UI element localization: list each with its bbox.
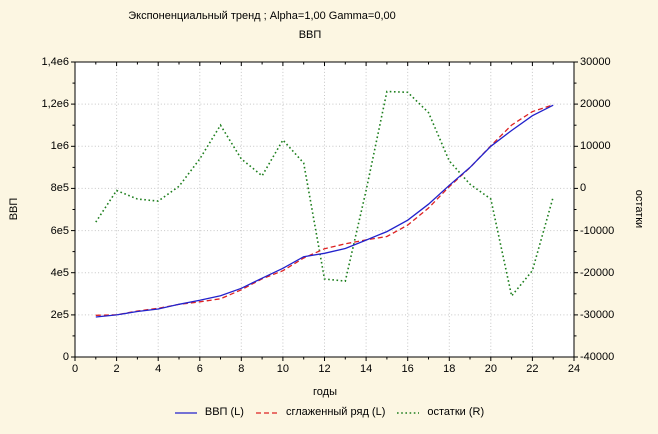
y-left-tick-label: 8e5: [50, 182, 69, 195]
y-axis-right-title: остатки: [633, 189, 645, 229]
y-left-tick-label: 6e5: [50, 224, 69, 237]
x-tick-label: 8: [238, 363, 245, 375]
series-residuals-line: [95, 90, 554, 298]
x-tick-label: 2: [113, 363, 120, 375]
y-right-tick-label: -30000: [580, 308, 615, 321]
y-right-tick-label: -20000: [580, 266, 615, 279]
legend-dotted-line-icon: [397, 411, 420, 414]
legend-label-vvp: ВВП (L): [204, 406, 244, 418]
x-tick-label: 16: [401, 363, 414, 375]
series-vvp-line: [95, 104, 554, 318]
x-tick-label: 14: [359, 363, 373, 375]
y-right-tick-label: 20000: [580, 98, 611, 111]
x-tick-label: 6: [196, 363, 203, 375]
x-tick-label: 4: [155, 363, 162, 375]
x-tick-label: 22: [526, 363, 539, 375]
x-tick-label: 12: [318, 363, 331, 375]
x-tick-label: 20: [484, 363, 497, 375]
x-axis-title: годы: [313, 386, 337, 398]
legend-solid-line-icon: [174, 411, 197, 414]
legend-dashed-line-icon: [255, 411, 278, 414]
y-right-tick-label: 10000: [580, 140, 611, 153]
y-left-tick-label: 0: [62, 351, 69, 363]
legend-label-residuals: остатки (R): [427, 406, 485, 418]
chart-subtitle: ВВП: [298, 29, 322, 41]
y-left-tick-label: 1e6: [50, 140, 69, 153]
legend: ВВП (L) сглаженный ряд (L) остатки (R): [0, 406, 658, 418]
y-right-tick-label: 0: [580, 182, 587, 195]
x-tick-label: 18: [443, 363, 456, 375]
x-tick-label: 24: [567, 363, 581, 375]
legend-item-residuals: остатки (R): [396, 406, 484, 418]
y-right-tick-label: -10000: [580, 224, 615, 237]
chart-title: Экспоненциальный тренд ; Alpha=1,00 Gamm…: [128, 10, 396, 22]
y-axis-left-title: ВВП: [8, 197, 20, 221]
x-tick-label: 10: [276, 363, 290, 375]
series-smoothed-line: [95, 104, 554, 316]
y-left-tick-label: 2e5: [50, 308, 69, 321]
x-tick-label: 0: [71, 363, 79, 375]
y-right-tick-label: -40000: [580, 351, 615, 363]
plot-background: [75, 62, 574, 357]
y-left-tick-label: 1,2e6: [41, 98, 69, 111]
legend-item-vvp: ВВП (L): [174, 406, 244, 418]
y-right-tick-label: 30000: [580, 56, 611, 68]
legend-label-smoothed: сглаженный ряд (L): [285, 406, 386, 418]
legend-item-smoothed: сглаженный ряд (L): [255, 406, 385, 418]
y-left-tick-label: 1,4e6: [41, 56, 69, 68]
y-left-tick-label: 4e5: [50, 266, 69, 279]
